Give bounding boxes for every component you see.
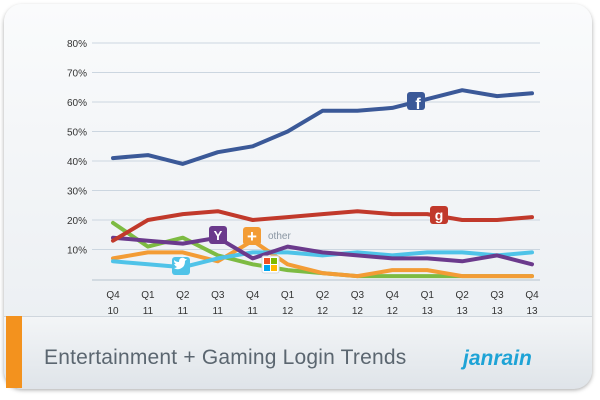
series-label-other: other [268,231,291,242]
twitter-bird [174,257,187,270]
series-line-plus [111,238,534,279]
x-tick-label: 13 [422,306,434,317]
y-tick-label: 60% [67,98,87,109]
x-tick-label: Q3 [490,290,504,301]
series-line-yahoo [111,235,534,267]
y-tick-label: 50% [67,128,87,139]
twitter-icon [172,257,190,275]
badge-bg [407,92,425,110]
x-tick-label: Q4 [106,290,120,301]
chart-title: Entertainment + Gaming Login Trends [44,346,407,369]
badge-bg [430,206,448,224]
x-tick-label: 13 [492,306,504,317]
plus-icon: + [243,227,261,246]
facebook-icon: f [407,92,425,113]
x-tick-label: 13 [526,306,538,317]
series-line-google [111,209,534,243]
google-icon: g [430,206,448,224]
ms-square [271,265,277,271]
yahoo-icon: Y [209,226,227,244]
y-tick-label: 20% [67,216,87,227]
x-tick-label: Q2 [316,290,330,301]
ms-square [264,265,270,271]
badge-glyph: Y [214,228,223,243]
ms-square [271,258,277,264]
x-tick-label: Q3 [211,290,225,301]
badge-glyph: g [435,207,444,223]
y-tick-label: 10% [67,246,87,257]
brand-logo: janrain [463,347,532,370]
badge-glyph: f [415,96,421,113]
microsoft-icon [261,255,280,274]
x-tick-label: Q4 [525,290,539,301]
x-tick-label: Q2 [176,290,190,301]
accent-stripe [6,316,22,388]
y-tick-label: 40% [67,157,87,168]
x-tick-label: Q3 [351,290,365,301]
x-tick-label: 11 [247,306,258,317]
x-tick-label: Q1 [421,290,435,301]
x-tick-label: 11 [213,306,224,317]
login-trends-chart: 80% 70% 60% 50% 40% 30% 20% 10% Q4 10 Q1 11 Q2 11 Q3 11… [67,39,540,317]
y-tick-label: 70% [67,69,87,80]
ms-square [264,258,270,264]
series-line-facebook [111,88,534,166]
badge-glyph: + [247,227,257,246]
footer-bar [4,316,592,389]
badge-bg [209,226,227,244]
badge-bg [243,227,261,245]
x-tick-label: Q1 [281,290,295,301]
x-tick-label: Q2 [455,290,469,301]
x-tick-label: 12 [282,306,294,317]
x-tick-label: 11 [143,306,154,317]
x-tick-label: 11 [178,306,189,317]
y-tick-label: 80% [67,39,87,50]
x-tick-label: Q1 [141,290,155,301]
x-tick-label: 10 [107,306,119,317]
x-tick-label: Q4 [386,290,400,301]
x-tick-label: 12 [352,306,364,317]
x-tick-label: 12 [317,306,329,317]
x-tick-label: Q4 [246,290,260,301]
y-tick-label: 30% [67,187,87,198]
x-tick-label: 13 [457,306,469,317]
x-tick-label: 12 [387,306,399,317]
